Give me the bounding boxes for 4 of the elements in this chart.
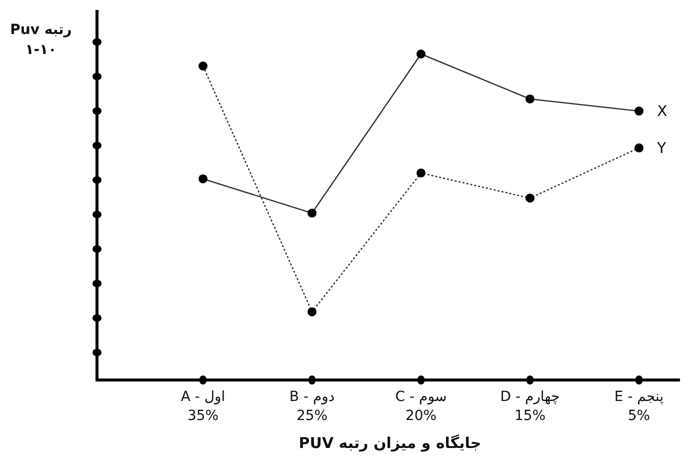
series-label: X <box>657 102 668 120</box>
y-axis-title: رتبه Puv ۱-۱۰ <box>9 21 73 60</box>
x-axis-title: جایگاه و میزان رتبه PUV <box>298 434 482 452</box>
series-label: Y <box>656 138 667 157</box>
